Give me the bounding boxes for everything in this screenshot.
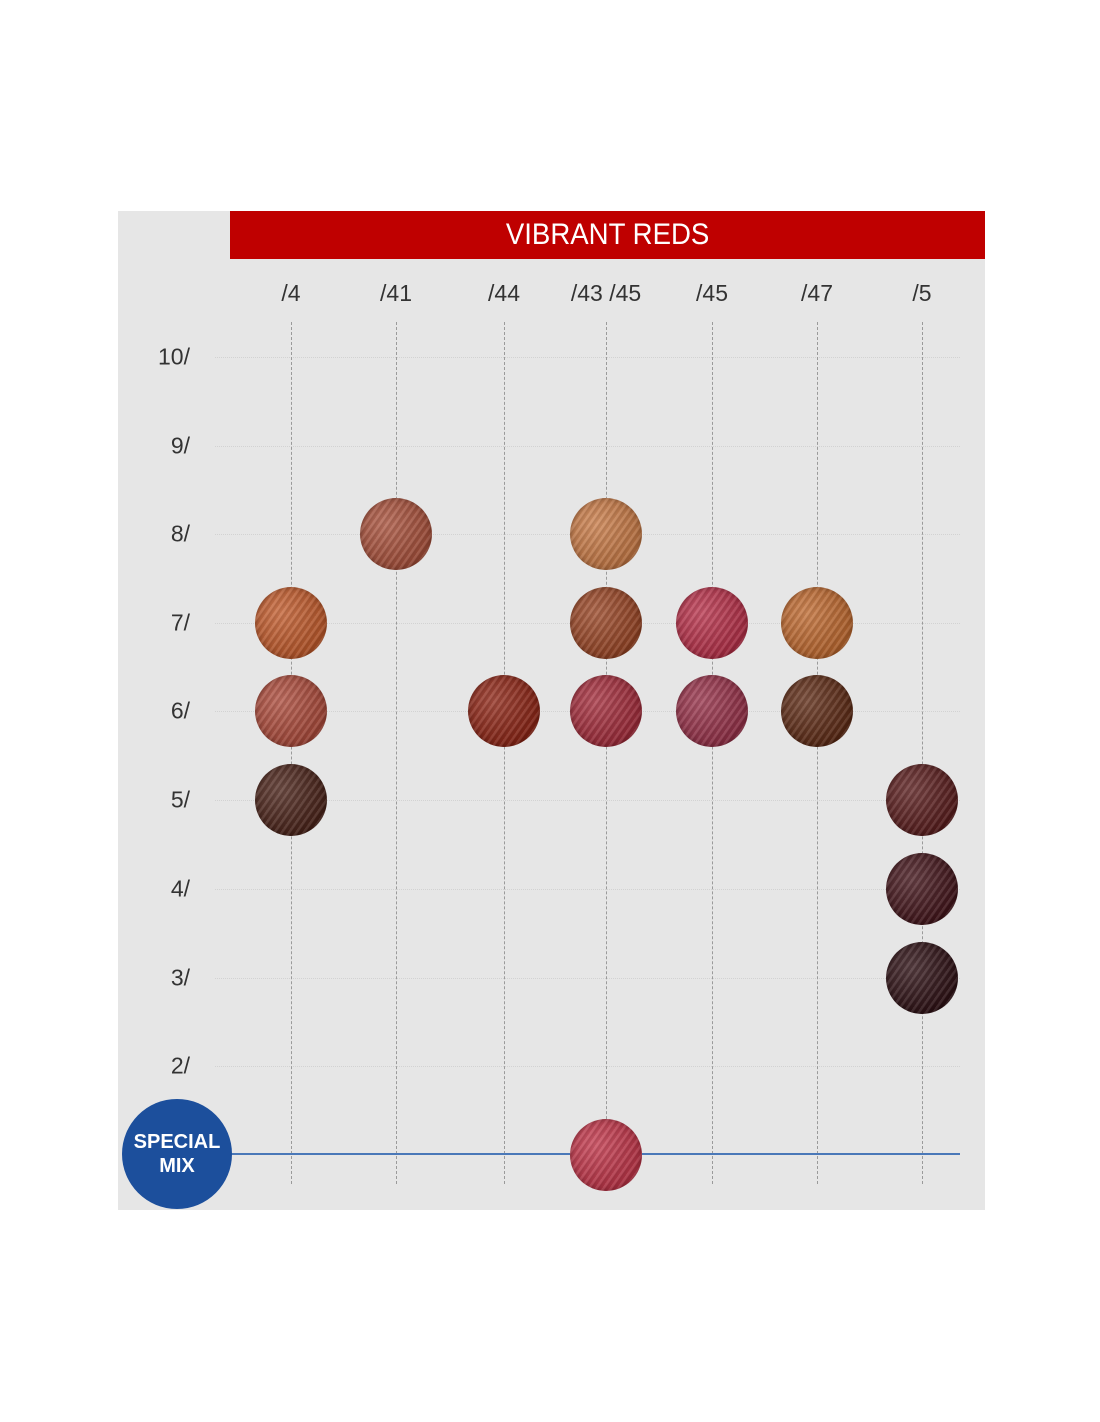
column-guide xyxy=(817,322,818,1184)
column-label: /4 xyxy=(281,280,301,306)
special-mix-badge: SPECIAL MIX xyxy=(122,1099,232,1209)
shade-swatch xyxy=(886,853,958,925)
shade-swatch xyxy=(255,675,327,747)
column-guide xyxy=(504,322,505,1184)
level-label: 8/ xyxy=(170,520,190,547)
column-label: /44 xyxy=(488,280,520,306)
special-mix-line1: SPECIAL xyxy=(133,1131,221,1153)
column-label: /41 xyxy=(380,280,412,306)
shade-swatch xyxy=(255,587,327,659)
row-gridline xyxy=(215,446,960,447)
column-label: /45 xyxy=(696,280,728,306)
column-label: /43 /45 xyxy=(570,280,642,306)
level-label: 7/ xyxy=(170,609,190,636)
row-gridline xyxy=(215,357,960,358)
shade-swatch xyxy=(570,587,642,659)
column-guide xyxy=(396,322,397,1184)
chart-title: VIBRANT REDS xyxy=(505,218,710,251)
shade-swatch xyxy=(570,498,642,570)
column-guide xyxy=(712,322,713,1184)
column-guide xyxy=(606,322,607,1184)
column-guide xyxy=(922,322,923,1184)
row-gridline xyxy=(215,800,960,801)
level-label: 5/ xyxy=(170,786,190,813)
level-label: 3/ xyxy=(170,964,190,991)
level-label: 6/ xyxy=(170,697,190,724)
shade-swatch xyxy=(781,587,853,659)
level-label: 2/ xyxy=(170,1052,190,1079)
shade-swatch xyxy=(570,1119,642,1191)
level-label: 10/ xyxy=(158,343,190,370)
shade-swatch xyxy=(360,498,432,570)
level-label: 4/ xyxy=(170,875,190,902)
shade-swatch xyxy=(676,675,748,747)
row-gridline xyxy=(215,1066,960,1067)
shade-swatch xyxy=(570,675,642,747)
column-label: /5 xyxy=(912,280,932,306)
shade-swatch xyxy=(781,675,853,747)
shade-swatch xyxy=(886,764,958,836)
row-gridline xyxy=(215,978,960,979)
shade-swatch xyxy=(468,675,540,747)
row-gridline xyxy=(215,889,960,890)
special-mix-line2: MIX xyxy=(159,1155,195,1177)
shade-swatch xyxy=(255,764,327,836)
title-banner: VIBRANT REDS xyxy=(230,211,985,259)
level-label: 9/ xyxy=(170,432,190,459)
column-label: /47 xyxy=(801,280,833,306)
shade-swatch xyxy=(886,942,958,1014)
shade-swatch xyxy=(676,587,748,659)
column-guide xyxy=(291,322,292,1184)
